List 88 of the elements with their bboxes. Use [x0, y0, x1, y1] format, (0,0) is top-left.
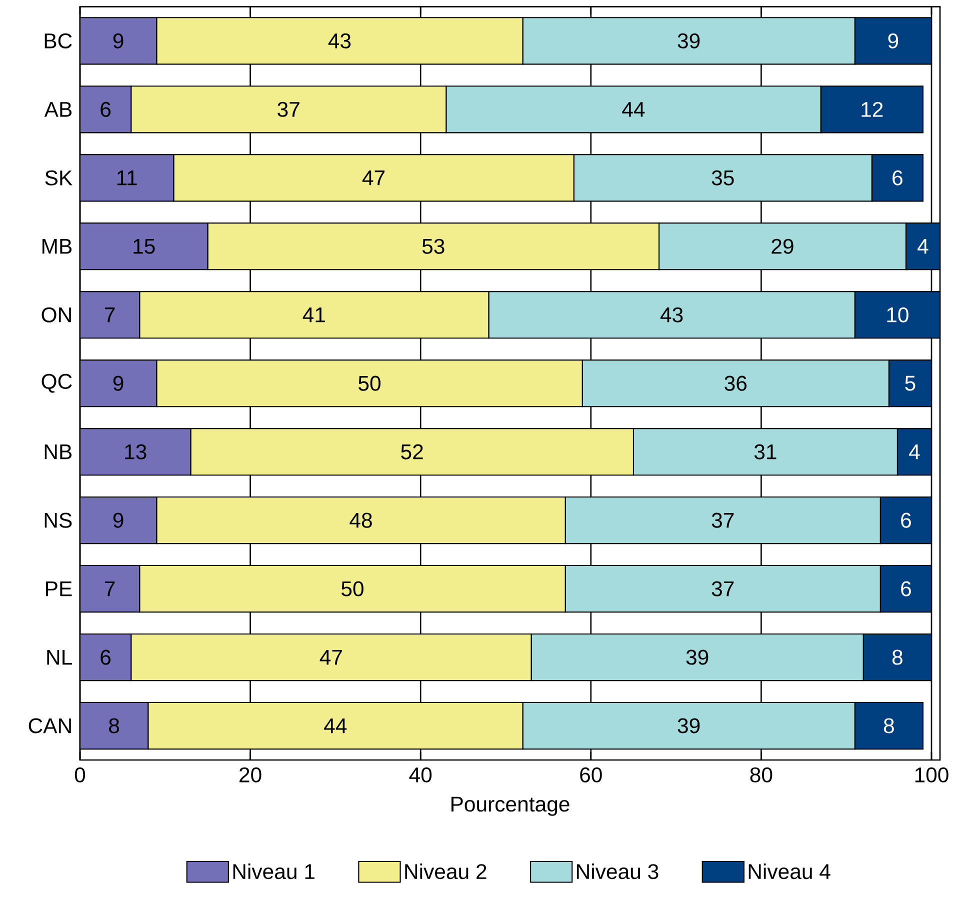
data-label: 4: [918, 239, 928, 254]
y-tick-label: PE: [46, 581, 72, 596]
bar: [80, 633, 132, 682]
data-label: 9: [113, 33, 124, 48]
data-label: 4: [909, 444, 920, 460]
y-tick-label: MB: [42, 239, 72, 254]
data-label: 36: [724, 376, 747, 391]
data-label: 10: [887, 307, 908, 322]
data-label: 6: [901, 512, 911, 528]
y-tick-label: ON: [42, 307, 71, 322]
data-label: 8: [892, 650, 902, 665]
legend-label: Niveau 3: [577, 864, 658, 880]
bar: [80, 291, 140, 339]
bar: [862, 633, 932, 682]
data-label: 37: [712, 512, 734, 528]
bar: [896, 428, 932, 476]
data-label: 50: [342, 581, 364, 596]
bar: [80, 702, 149, 750]
bar: [880, 564, 932, 613]
x-tick-label: 60: [580, 767, 602, 782]
data-label: 6: [100, 102, 111, 117]
data-label: 9: [113, 512, 124, 528]
data-label: 8: [109, 718, 120, 734]
y-tick-label: NS: [44, 512, 72, 528]
data-label: 52: [401, 444, 423, 460]
data-label: 12: [862, 102, 883, 117]
legend-label: Niveau 2: [405, 864, 486, 880]
bar: [880, 496, 932, 544]
data-label: 9: [113, 376, 124, 391]
x-axis-title: Pourcentage: [451, 796, 570, 816]
bar: [80, 360, 158, 408]
y-tick-label: NL: [47, 650, 72, 665]
bar: [888, 360, 932, 408]
data-label: 13: [125, 444, 146, 460]
data-label: 37: [712, 581, 734, 596]
y-tick-label: SK: [45, 170, 72, 186]
data-label: 31: [754, 444, 776, 460]
data-label: 15: [134, 238, 155, 254]
y-tick-label: CAN: [28, 718, 71, 734]
data-label: 7: [104, 308, 115, 322]
data-label: 53: [422, 238, 444, 254]
data-label: 39: [678, 718, 700, 734]
data-label: 41: [302, 308, 325, 322]
legend-label: Niveau 4: [748, 864, 830, 880]
x-tick-label: 20: [240, 767, 262, 782]
bar: [80, 17, 158, 65]
bar: [80, 86, 132, 134]
data-label: 39: [678, 33, 700, 48]
data-label: 47: [362, 170, 385, 186]
bar: [854, 702, 924, 750]
y-tick-label: QC: [42, 374, 72, 393]
bar: [820, 86, 924, 134]
data-label: 50: [358, 376, 380, 391]
legend-label: Niveau 1: [233, 864, 314, 880]
data-label: 44: [622, 102, 645, 117]
data-label: 39: [686, 650, 708, 665]
x-tick-label: 40: [409, 767, 432, 782]
data-label: 6: [100, 650, 111, 665]
data-label: 37: [278, 102, 300, 117]
y-tick-label: NB: [44, 444, 72, 460]
bar: [80, 154, 174, 202]
y-tick-label: AB: [44, 102, 72, 117]
data-label: 11: [117, 170, 137, 186]
data-label: 8: [884, 718, 894, 734]
bar: [871, 154, 924, 202]
x-tick-label: 100: [915, 767, 948, 782]
data-label: 48: [350, 512, 372, 528]
data-label: 5: [905, 376, 916, 391]
data-label: 35: [712, 170, 734, 186]
bar: [80, 428, 192, 476]
data-label: 29: [772, 238, 794, 254]
bar: [80, 564, 140, 613]
data-label: 44: [324, 718, 347, 734]
data-label: 6: [892, 170, 902, 186]
x-tick-label: 80: [750, 767, 772, 782]
data-label: 47: [320, 650, 342, 665]
data-label: 43: [660, 307, 683, 322]
bar: [905, 222, 940, 270]
x-tick-label: 0: [74, 767, 86, 782]
bar: [80, 222, 208, 270]
data-label: 9: [888, 33, 898, 48]
data-label: 6: [901, 581, 911, 596]
y-tick-label: BC: [44, 33, 72, 48]
data-label: 43: [328, 33, 351, 48]
bar: [80, 496, 158, 544]
bar: [854, 17, 932, 65]
bar: [854, 291, 940, 339]
data-label: 7: [104, 581, 115, 596]
